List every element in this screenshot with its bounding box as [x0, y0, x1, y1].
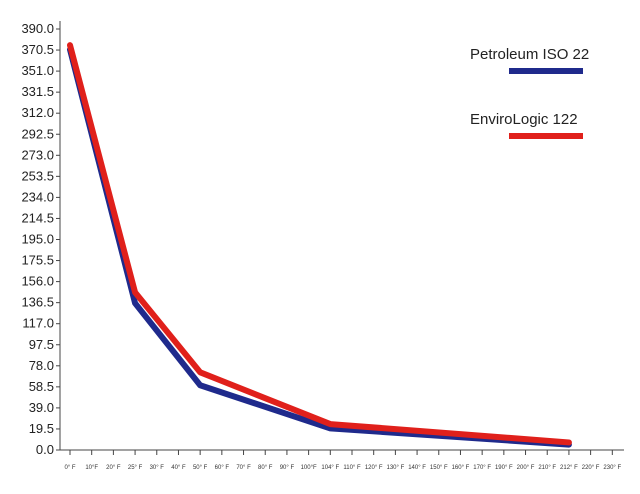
data-point [69, 44, 71, 46]
x-tick-label: 60° F [215, 465, 230, 471]
y-tick-label: 136.5 [21, 295, 54, 310]
x-tick-label: 160° F [452, 465, 470, 471]
x-tick-label: 30° F [150, 465, 165, 471]
x-tick-label: 100°F [301, 465, 317, 471]
data-point [134, 302, 136, 304]
y-tick-label: 351.0 [21, 63, 54, 78]
y-tick-label: 292.5 [21, 126, 54, 141]
x-tick-label: 0° F [64, 465, 75, 471]
y-tick-label: 331.5 [21, 84, 54, 99]
x-tick-label: 80° F [258, 465, 273, 471]
legend-label-envirologic: EnviroLogic 122 [470, 111, 578, 128]
chart-legend: Petroleum ISO 22 EnviroLogic 122 [470, 46, 589, 139]
y-tick-label: 370.5 [21, 42, 54, 57]
x-tick-label: 220° F [582, 465, 600, 471]
y-axis-ticks: 390.0 370.5 351.0 331.5 312.0 292.5 273.0 253.5… [21, 21, 60, 457]
chart-series [67, 42, 572, 448]
y-tick-label: 175.5 [21, 253, 54, 268]
y-tick-label: 195.0 [21, 232, 54, 247]
series-line-1 [67, 42, 572, 446]
y-tick-label: 390.0 [21, 21, 54, 36]
y-tick-label: 117.0 [22, 316, 54, 331]
data-point [568, 441, 570, 443]
x-tick-label: 70° F [236, 465, 251, 471]
x-tick-label: 190° F [495, 465, 513, 471]
x-tick-label: 50° F [193, 465, 208, 471]
data-point [199, 371, 201, 373]
y-tick-label: 273.0 [21, 147, 54, 162]
series-line-0 [67, 46, 572, 448]
x-tick-label: 120° F [365, 465, 383, 471]
y-tick-label: 214.5 [21, 210, 54, 225]
x-tick-label: 90° F [280, 465, 295, 471]
x-tick-label: 130° F [387, 465, 405, 471]
x-tick-label: 20° F [106, 465, 121, 471]
y-tick-label: 312.0 [21, 105, 54, 120]
x-tick-label: 212° F [560, 465, 578, 471]
y-tick-label: 39.0 [29, 400, 54, 415]
x-tick-label: 150° F [430, 465, 448, 471]
data-point [134, 291, 136, 293]
x-tick-label: 230° F [603, 465, 621, 471]
x-axis-ticks: 0° F 10°F 20° F 25° F 30° F 40° F 50° F 60° F 70… [64, 450, 622, 471]
x-tick-label: 200° F [517, 465, 535, 471]
x-tick-label: 10°F [85, 465, 98, 471]
x-tick-label: 25° F [128, 465, 143, 471]
legend-label-petroleum: Petroleum ISO 22 [470, 46, 589, 63]
data-point [329, 423, 331, 425]
chart-axes [59, 21, 624, 451]
y-tick-label: 78.0 [29, 358, 54, 373]
x-tick-label: 110° F [343, 465, 361, 471]
y-tick-label: 97.5 [29, 337, 54, 352]
y-tick-label: 0.0 [36, 442, 54, 457]
data-point [329, 427, 331, 429]
y-tick-label: 19.5 [29, 421, 54, 436]
y-tick-label: 253.5 [21, 168, 54, 183]
y-tick-label: 234.0 [21, 189, 54, 204]
x-tick-label: 40° F [171, 465, 186, 471]
y-tick-label: 58.5 [29, 379, 54, 394]
x-tick-label: 104° F [321, 465, 339, 471]
x-tick-label: 140° F [408, 465, 426, 471]
data-point [199, 384, 201, 386]
x-tick-label: 170° F [473, 465, 491, 471]
x-tick-label: 210° F [538, 465, 556, 471]
y-tick-label: 156.0 [21, 274, 54, 289]
